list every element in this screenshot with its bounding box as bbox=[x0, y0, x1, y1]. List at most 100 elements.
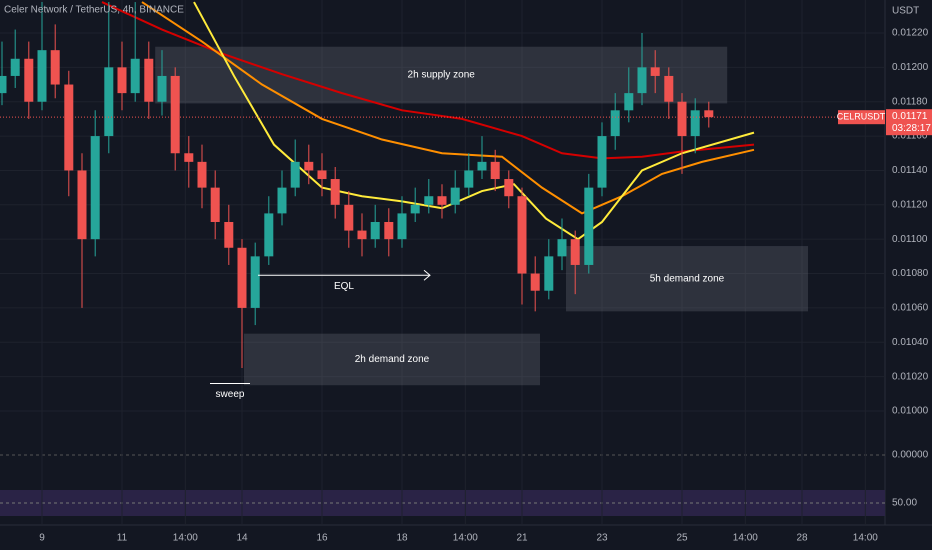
candle-body bbox=[144, 58, 154, 102]
candle-body bbox=[130, 58, 140, 94]
candle-body bbox=[344, 204, 354, 231]
annotation-label: sweep bbox=[216, 389, 245, 400]
x-tick-label: 11 bbox=[117, 533, 128, 544]
symbol-label: CELRUSDT bbox=[837, 112, 886, 122]
panel-label: 0.00000 bbox=[892, 450, 929, 461]
candle-body bbox=[184, 153, 194, 162]
candle-body bbox=[504, 179, 514, 197]
x-tick-label: 25 bbox=[676, 533, 688, 544]
x-tick-label: 14:00 bbox=[853, 533, 878, 544]
candle-body bbox=[397, 213, 407, 240]
candle-body bbox=[664, 75, 674, 102]
candle-body bbox=[10, 58, 20, 76]
candle-body bbox=[544, 256, 554, 291]
y-tick-label: 0.01180 bbox=[892, 96, 928, 107]
y-unit: USDT bbox=[892, 6, 919, 17]
candle-body bbox=[624, 93, 634, 111]
y-tick-label: 0.01060 bbox=[892, 303, 929, 314]
candle-body bbox=[64, 84, 74, 171]
y-tick-label: 0.01220 bbox=[892, 28, 929, 39]
candle-body bbox=[77, 170, 87, 240]
candle-body bbox=[450, 187, 460, 205]
x-tick-label: 14:00 bbox=[453, 533, 478, 544]
candle-body bbox=[424, 196, 434, 205]
candle-body bbox=[197, 161, 207, 188]
candle-body bbox=[250, 256, 260, 308]
y-tick-label: 0.01020 bbox=[892, 371, 929, 382]
candle-body bbox=[437, 196, 447, 205]
candle-body bbox=[90, 136, 100, 240]
candle-body bbox=[357, 230, 367, 240]
x-tick-label: 14:00 bbox=[173, 533, 198, 544]
y-tick-label: 0.01120 bbox=[892, 199, 928, 210]
candle-body bbox=[610, 110, 620, 137]
candle-body bbox=[104, 67, 114, 137]
zone-label: 2h demand zone bbox=[355, 354, 430, 365]
candle-body bbox=[210, 187, 220, 222]
x-tick-label: 9 bbox=[39, 533, 45, 544]
zone-label: 2h supply zone bbox=[408, 70, 476, 81]
annotation-label: EQL bbox=[334, 281, 354, 292]
candle-body bbox=[584, 187, 594, 265]
candle-body bbox=[410, 204, 420, 214]
x-tick-label: 28 bbox=[796, 533, 808, 544]
candle-body bbox=[650, 67, 660, 76]
candle-body bbox=[477, 161, 487, 171]
y-tick-label: 0.01100 bbox=[892, 234, 928, 245]
candle-body bbox=[264, 213, 274, 257]
candle-body bbox=[557, 239, 567, 257]
candle-body bbox=[704, 110, 714, 118]
candle-body bbox=[317, 170, 327, 180]
y-tick-label: 0.01200 bbox=[892, 62, 929, 73]
x-tick-label: 16 bbox=[316, 533, 328, 544]
panel-label: 50.00 bbox=[892, 498, 917, 509]
candle-body bbox=[50, 50, 60, 85]
candle-body bbox=[37, 50, 47, 102]
x-tick-label: 18 bbox=[396, 533, 408, 544]
price-tag bbox=[886, 109, 932, 136]
zone-label: 5h demand zone bbox=[650, 273, 725, 284]
candle-body bbox=[304, 161, 314, 171]
candle-body bbox=[370, 221, 380, 240]
arrow-head bbox=[423, 269, 431, 281]
moving-average bbox=[141, 1, 755, 215]
x-tick-label: 14 bbox=[236, 533, 248, 544]
zone bbox=[244, 333, 540, 386]
moving-average bbox=[193, 1, 755, 241]
candle-body bbox=[290, 161, 300, 188]
x-tick-label: 21 bbox=[516, 533, 528, 544]
candle-body bbox=[690, 110, 700, 137]
y-tick-label: 0.01040 bbox=[892, 337, 929, 348]
candle-body bbox=[384, 221, 394, 240]
chart-title: Celer Network / TetherUS, 4h, BINANCE bbox=[4, 5, 184, 16]
candle-body bbox=[570, 239, 580, 265]
y-tick-label: 0.01160 bbox=[892, 131, 928, 142]
y-tick-label: 0.01080 bbox=[892, 268, 929, 279]
countdown: 03:28:17 bbox=[892, 123, 931, 134]
x-tick-label: 23 bbox=[596, 533, 608, 544]
zone bbox=[566, 246, 808, 312]
candle-body bbox=[157, 75, 167, 102]
candle-body bbox=[224, 221, 234, 248]
candle-body bbox=[237, 247, 247, 308]
candle-body bbox=[277, 187, 287, 214]
candle-body bbox=[490, 161, 500, 180]
candle-body bbox=[0, 75, 7, 94]
y-tick-label: 0.01000 bbox=[892, 406, 929, 417]
candle-body bbox=[464, 170, 474, 188]
candle-body bbox=[637, 67, 647, 94]
y-tick-label: 0.01140 bbox=[892, 165, 928, 176]
symbol-tag bbox=[838, 110, 885, 125]
candle-body bbox=[530, 273, 540, 291]
price-label: 0.01171 bbox=[892, 111, 928, 122]
candle-body bbox=[24, 58, 34, 102]
candle-body bbox=[517, 196, 527, 274]
x-tick-label: 14:00 bbox=[733, 533, 758, 544]
candle-body bbox=[597, 136, 607, 188]
rsi-band bbox=[0, 490, 885, 516]
candle-body bbox=[677, 101, 687, 137]
candle-body bbox=[330, 179, 340, 205]
candle-body bbox=[170, 75, 180, 154]
